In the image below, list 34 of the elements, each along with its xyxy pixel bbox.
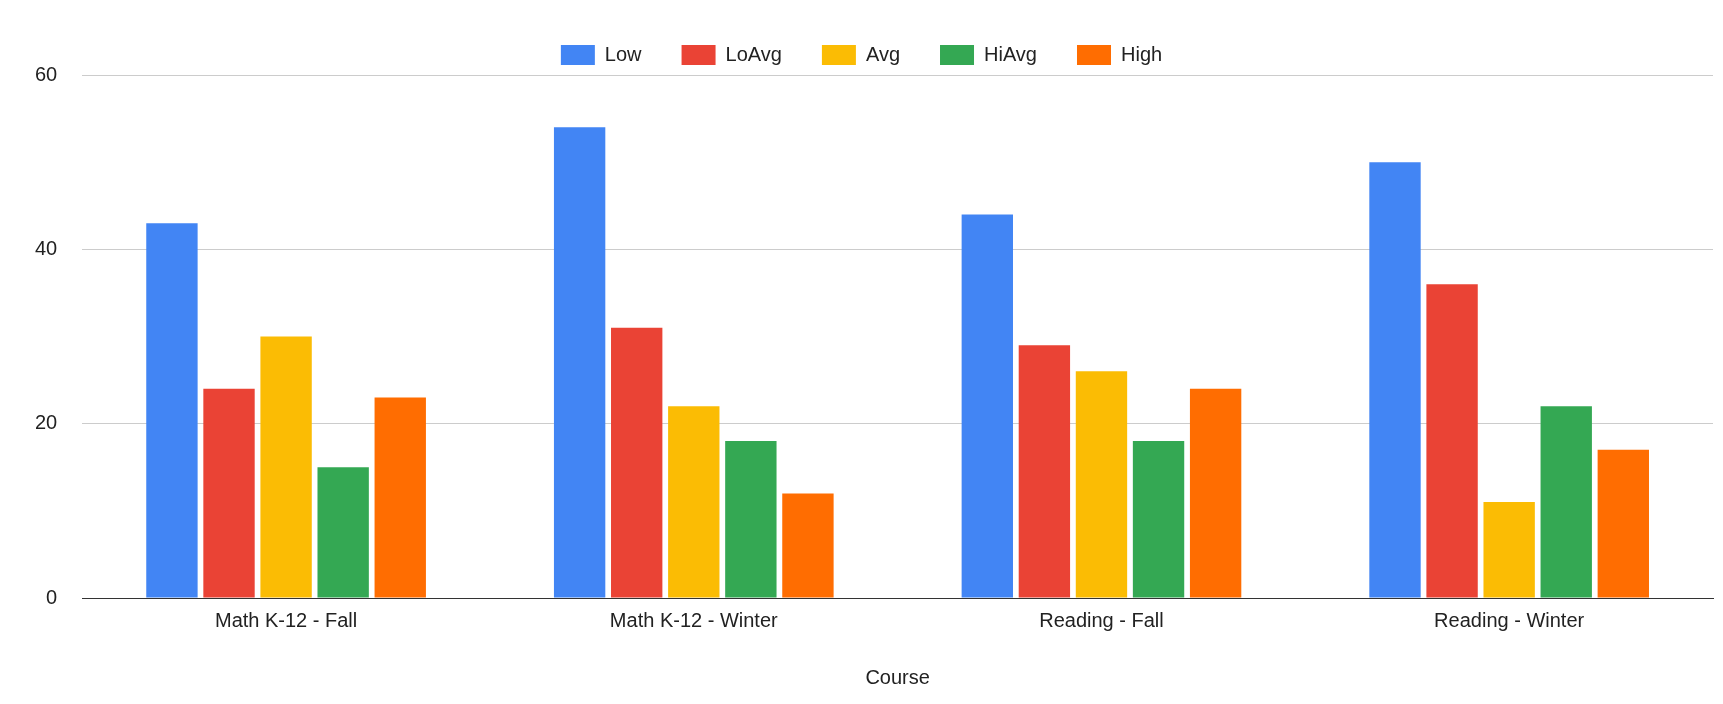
bar	[374, 397, 426, 598]
bar	[1369, 162, 1421, 598]
bar	[203, 388, 255, 598]
x-tick-label: Math K-12 - Winter	[609, 608, 779, 631]
bar	[1540, 406, 1592, 598]
y-tick-label: 20	[35, 411, 58, 434]
bar	[961, 214, 1013, 598]
legend-label: Avg	[865, 42, 901, 65]
bar	[668, 406, 720, 598]
bar	[553, 127, 606, 598]
y-tick-label: 0	[46, 585, 58, 608]
bar	[1132, 441, 1185, 598]
bar	[146, 223, 198, 598]
bar	[1018, 345, 1071, 598]
bar	[611, 327, 663, 598]
bar	[1597, 449, 1649, 598]
x-tick-label: Reading - Winter	[1434, 608, 1585, 631]
bar	[260, 336, 312, 598]
bar	[317, 467, 369, 598]
legend-label: HiAvg	[984, 42, 1038, 65]
bar	[725, 441, 777, 598]
bar	[1189, 388, 1242, 598]
x-tick-label: Math K-12 - Fall	[214, 608, 358, 631]
y-tick-label: 60	[35, 62, 58, 85]
bar	[782, 493, 834, 598]
legend-label: LoAvg	[725, 42, 782, 65]
x-tick-label: Reading - Fall	[1039, 608, 1164, 631]
legend-label: High	[1121, 42, 1163, 65]
y-tick-label: 40	[35, 236, 58, 259]
legend-label: Low	[604, 42, 643, 65]
bar	[1426, 284, 1478, 598]
x-axis-title: Course	[865, 665, 930, 688]
bar	[1075, 371, 1128, 598]
bar	[1483, 502, 1535, 598]
